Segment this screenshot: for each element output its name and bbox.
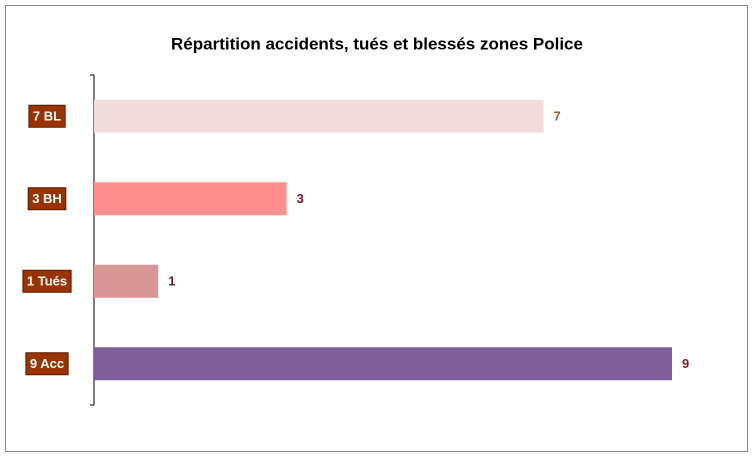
category-label: 1 Tués	[27, 274, 67, 289]
bar	[94, 347, 672, 381]
value-label: 7	[554, 109, 561, 124]
category-label-box	[27, 187, 67, 211]
chart-title: Répartition accidents, tués et blessés z…	[171, 34, 583, 53]
category-label-box	[25, 352, 69, 376]
value-label: 1	[168, 274, 175, 289]
category-label-box	[28, 104, 66, 128]
chart-frame	[5, 5, 748, 452]
bar	[94, 182, 287, 216]
value-label: 9	[682, 356, 689, 371]
category-label: 7 BL	[33, 109, 61, 124]
category-label: 9 Acc	[30, 356, 64, 371]
value-label: 3	[297, 191, 304, 206]
bar	[94, 264, 159, 298]
bar	[94, 99, 544, 133]
category-label: 3 BH	[32, 191, 62, 206]
category-label-box	[22, 269, 72, 293]
